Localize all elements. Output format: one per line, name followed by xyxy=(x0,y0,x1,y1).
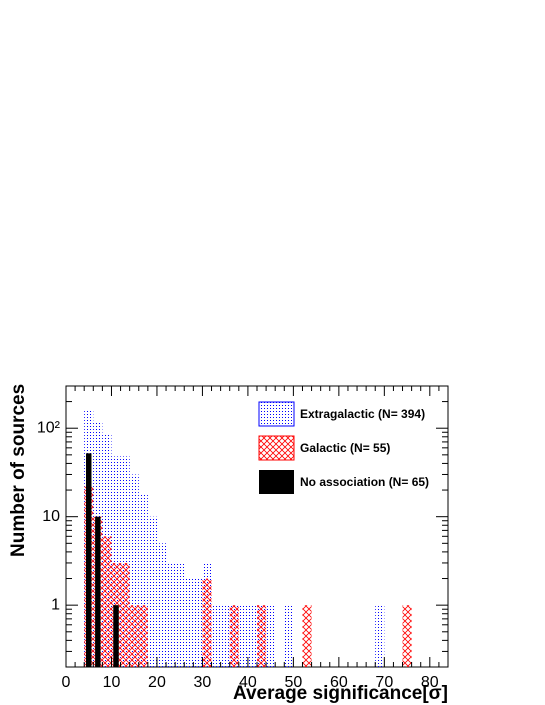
series-2 xyxy=(86,453,119,667)
legend: Extragalactic (N= 394) Galactic (N= 55) … xyxy=(258,401,429,494)
x-tick-label: 70 xyxy=(375,674,393,691)
axes: 0 10 20 30 40 50 60 70 80 1 10 10² xyxy=(37,385,449,691)
legend-swatch-no-association xyxy=(259,470,294,494)
bar-series1-bin-12 xyxy=(120,562,130,667)
bar-series0-bin-26 xyxy=(184,578,194,667)
bar-series0-bin-32 xyxy=(211,605,221,667)
bar-series0-bin-10 xyxy=(111,456,121,667)
bar-series1-bin-52 xyxy=(302,605,312,667)
bar-series2-bin-6 xyxy=(95,516,101,667)
x-tick-label: 30 xyxy=(194,674,212,691)
bar-series0-bin-28 xyxy=(193,578,203,667)
x-tick-label: 0 xyxy=(62,674,71,691)
legend-label-galactic: Galactic (N= 55) xyxy=(300,441,390,455)
legend-swatch-extragalactic xyxy=(258,401,295,427)
legend-swatch-galactic xyxy=(258,435,295,461)
x-tick-label: 60 xyxy=(330,674,348,691)
bar-series0-bin-16 xyxy=(138,494,148,667)
bar-series0-bin-48 xyxy=(284,605,294,667)
histogram-bars xyxy=(84,410,412,667)
bar-series1-bin-30 xyxy=(202,578,212,667)
x-tick-label: 80 xyxy=(421,674,439,691)
y-tick-label: 10² xyxy=(37,419,61,436)
bar-series0-bin-22 xyxy=(166,562,176,667)
y-axis-title: Number of sources xyxy=(8,384,29,557)
x-tick-label: 40 xyxy=(239,674,257,691)
bar-series1-bin-42 xyxy=(257,605,267,667)
legend-label-extragalactic: Extragalactic (N= 394) xyxy=(300,407,425,421)
bar-series1-bin-36 xyxy=(229,605,239,667)
bar-series0-bin-38 xyxy=(238,605,248,667)
bar-series0-bin-14 xyxy=(129,474,139,667)
y-tick-label: 10 xyxy=(42,508,60,525)
bar-series0-bin-18 xyxy=(147,516,157,667)
bar-series1-bin-14 xyxy=(129,605,139,667)
x-tick-label: 20 xyxy=(148,674,166,691)
bar-series0-bin-20 xyxy=(156,543,167,667)
x-tick-label: 10 xyxy=(103,674,121,691)
bar-series1-bin-74 xyxy=(402,605,412,667)
bar-series0-bin-44 xyxy=(266,605,276,667)
x-axis-title: Average significance[σ] xyxy=(233,683,448,704)
legend-label-no-association: No association (N= 65) xyxy=(300,475,429,489)
y-tick-label: 1 xyxy=(51,596,60,613)
bar-series1-bin-8 xyxy=(102,536,112,667)
x-tick-label: 50 xyxy=(284,674,302,691)
bar-series0-bin-34 xyxy=(220,605,230,667)
bar-series0-bin-68 xyxy=(375,605,385,667)
bar-series2-bin-4 xyxy=(86,453,92,667)
bar-series1-bin-16 xyxy=(138,605,148,667)
bar-series0-bin-24 xyxy=(175,562,185,667)
bar-series0-bin-12 xyxy=(120,456,130,667)
bar-series2-bin-10 xyxy=(113,605,119,667)
bar-series0-bin-40 xyxy=(247,605,257,667)
